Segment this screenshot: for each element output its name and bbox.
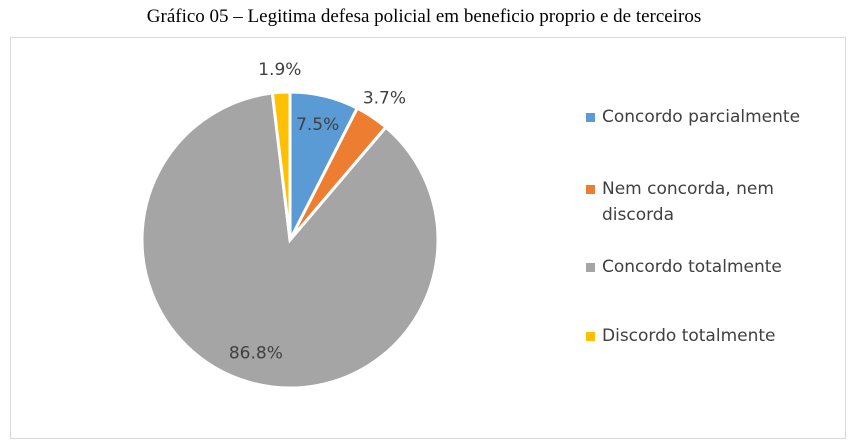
legend-item: Concordo parcialmente [586,104,837,130]
chart-title: Gráfico 05 – Legitima defesa policial em… [146,6,702,27]
legend-item: Concordo totalmente [586,254,837,280]
legend-item: Discordo totalmente [586,323,837,349]
legend-swatch [586,332,595,341]
legend-swatch [586,185,595,194]
legend-label: Concordo totalmente [602,257,782,277]
data-label: 1.9% [258,60,301,80]
legend-label: Nem concorda, nem discorda [602,179,774,225]
legend-label: Discordo totalmente [602,326,776,346]
pie-slice [140,91,440,390]
chart-frame [10,37,846,439]
data-label: 3.7% [363,88,406,108]
legend-swatch [586,113,595,122]
legend-swatch [586,263,595,272]
pie-slice [270,90,292,241]
data-label: 86.8% [229,343,283,363]
legend-label: Concordo parcialmente [602,107,801,127]
data-label: 7.5% [296,115,339,135]
legend-item: Nem concorda, nem discorda [586,176,837,228]
